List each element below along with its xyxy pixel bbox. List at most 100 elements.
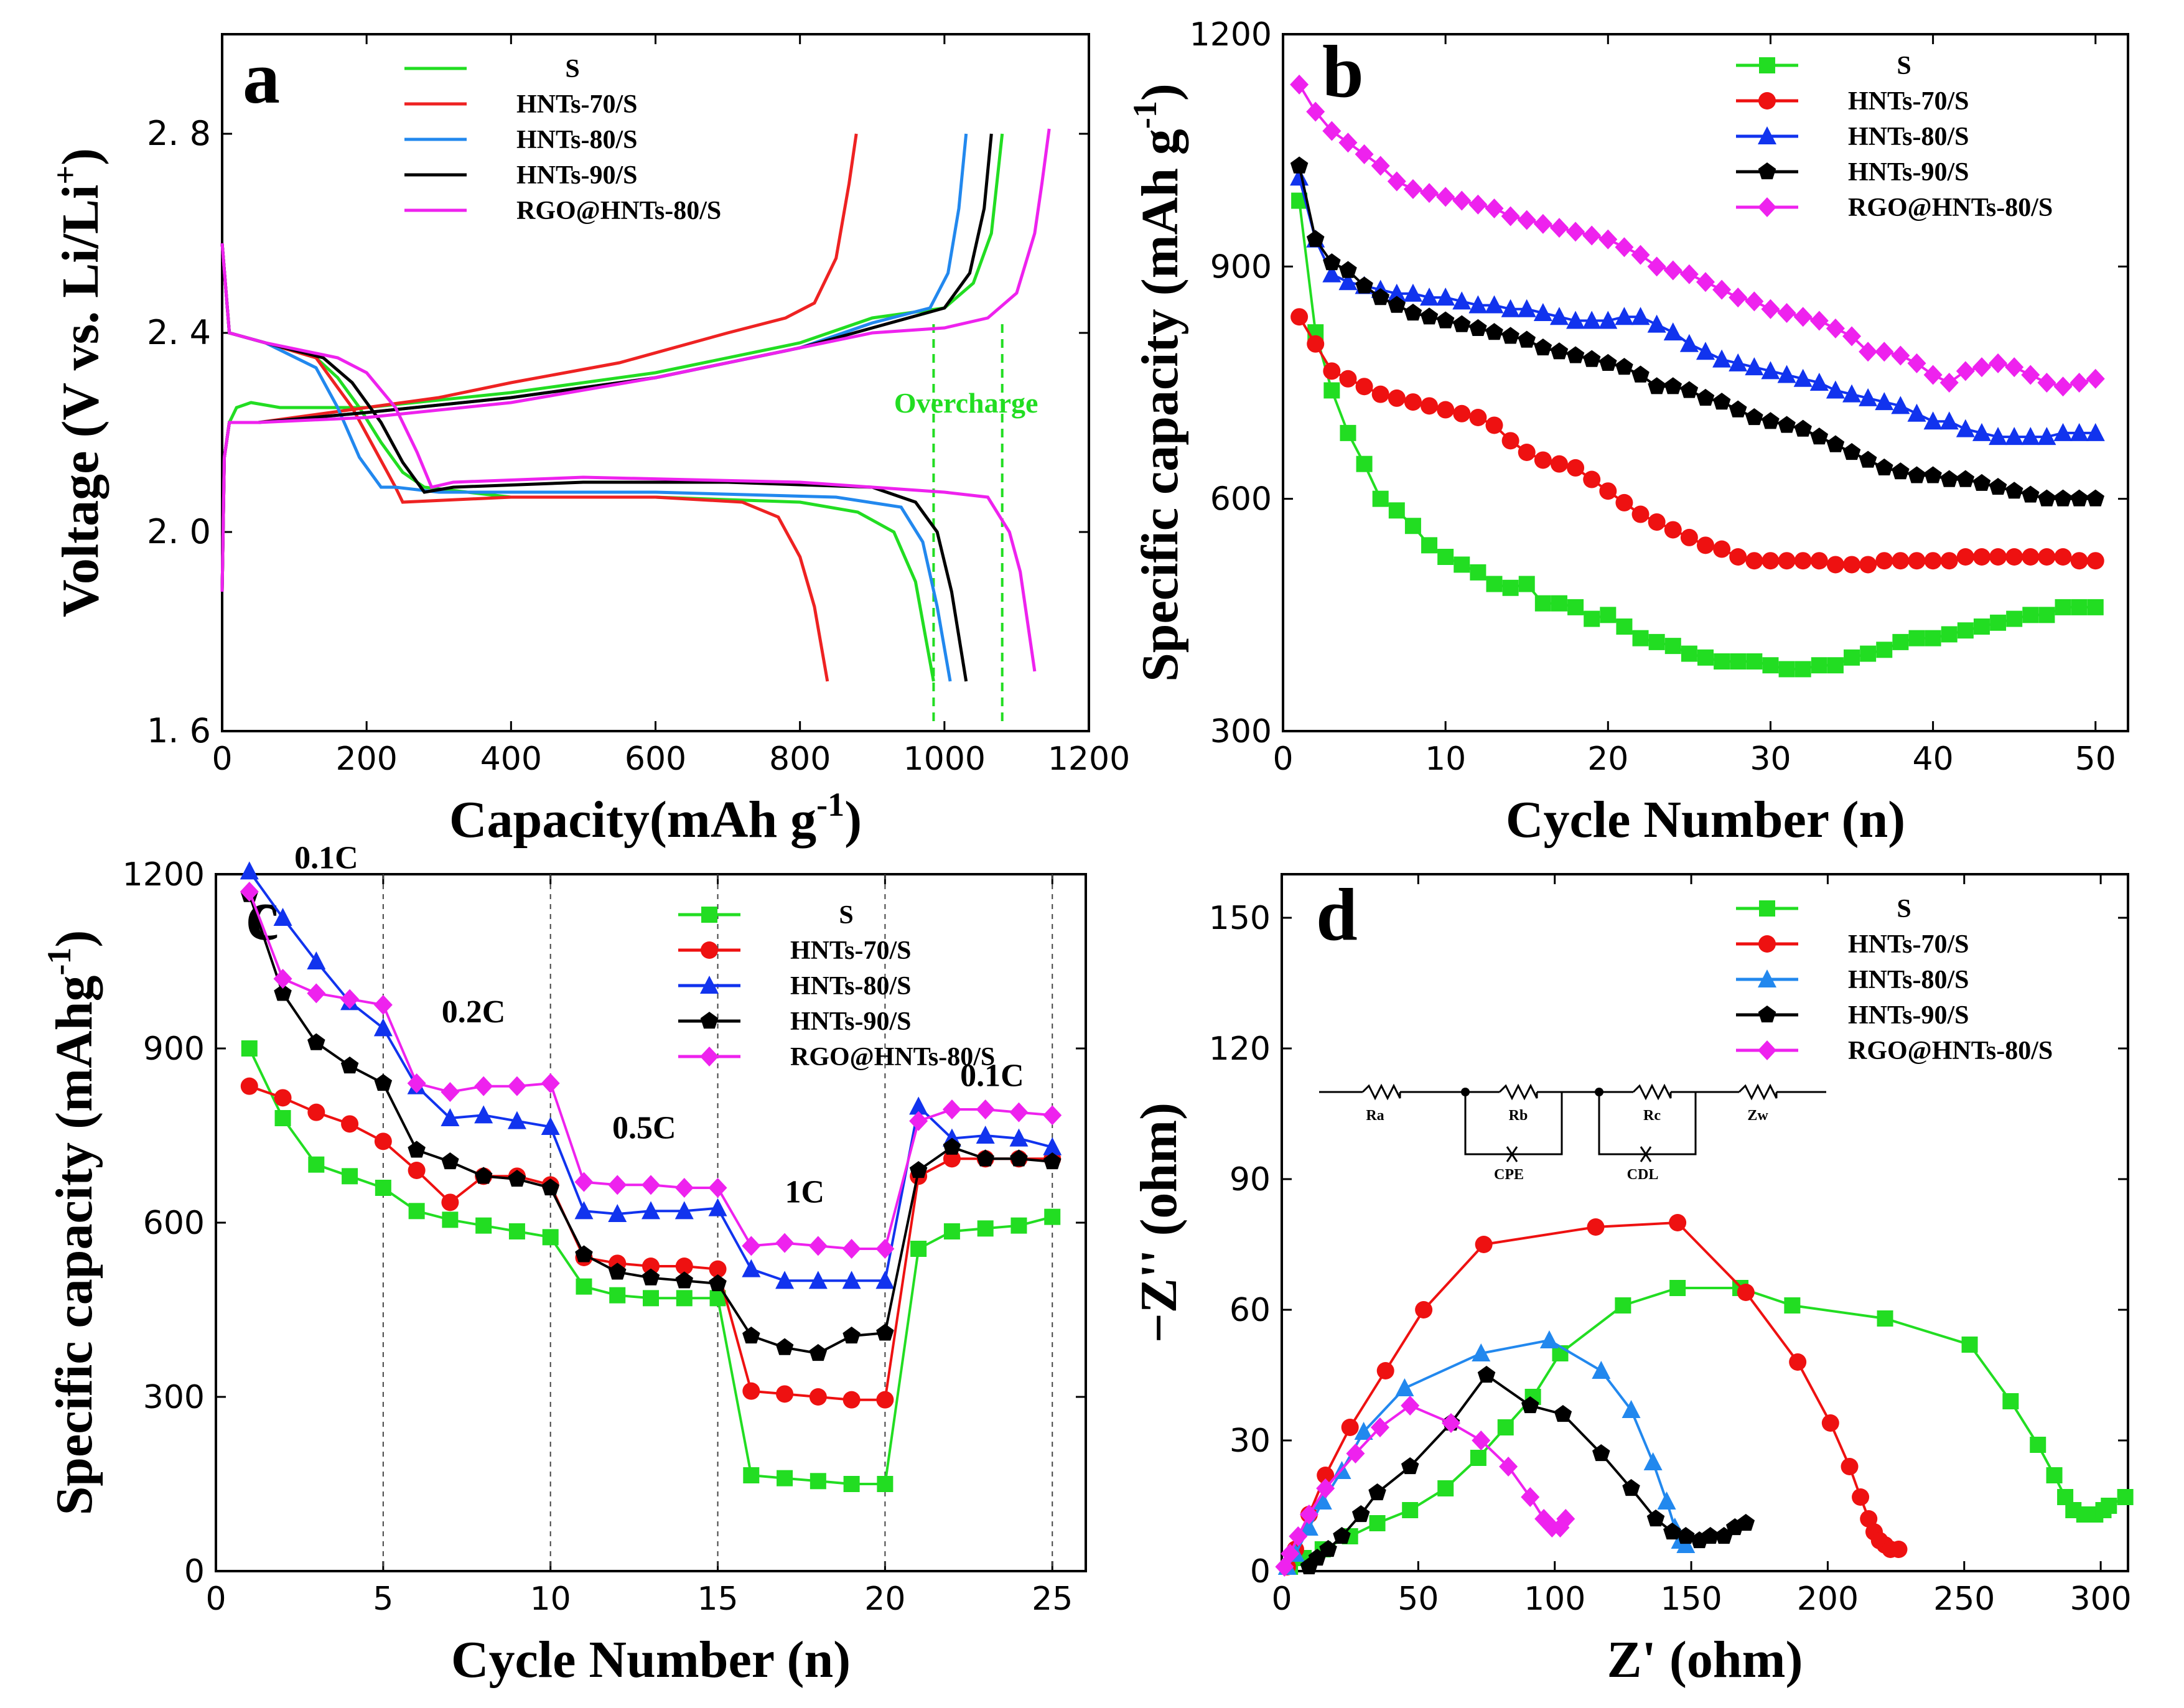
data-point [1551,595,1567,612]
overcharge-annotation: Overcharge [894,387,1038,419]
data-point [1762,657,1778,673]
data-point [2002,1393,2018,1409]
data-point [1567,599,1584,615]
x-tick-label: 200 [336,740,398,778]
data-point [810,1388,827,1406]
data-point [1415,1301,1432,1318]
data-point [1875,552,1893,569]
x-tick-label: 0 [1271,1580,1292,1618]
y-tick-label: 0 [1250,1553,1271,1590]
x-tick-label: 10 [530,1580,571,1618]
x-tick-label: 20 [1587,740,1628,778]
data-point [1811,657,1827,673]
y-axis-label: Specific capacity (mAhg-1) [40,930,103,1516]
x-tick-label: 300 [2070,1580,2131,1618]
data-point [1307,335,1324,353]
circuit-label: Zw [1747,1108,1768,1124]
data-point [1356,378,1373,395]
x-axis-label: Capacity(mAh g-1) [449,786,862,849]
legend-label: HNTs-80/S [790,972,912,1001]
data-point [1664,521,1682,538]
data-point [1762,552,1779,569]
panel-label: a [243,36,280,119]
data-point [1892,634,1908,650]
data-point [1794,552,1812,569]
x-tick-label: 250 [1933,1580,1995,1618]
legend-marker [1759,57,1775,73]
data-point [2005,548,2023,566]
circuit-label: CPE [1494,1167,1524,1183]
data-point [1892,552,1909,569]
data-point [876,1391,894,1409]
data-point [843,1391,861,1409]
x-tick-label: 50 [2075,740,2116,778]
data-point [308,1157,324,1173]
data-point [1827,657,1844,673]
x-tick-label: 0 [205,1580,226,1618]
data-point [776,1385,793,1402]
x-tick-label: 30 [1750,740,1791,778]
data-point [1795,661,1811,677]
data-point [1372,386,1389,403]
rate-label: 0.5C [612,1111,676,1146]
data-point [1648,513,1666,531]
y-axis-label: −Z'' (ohm) [1130,1103,1188,1343]
data-point [944,1223,960,1239]
data-point [509,1223,525,1239]
data-point [409,1203,425,1219]
data-point [1323,362,1340,380]
data-point [1990,615,2006,631]
data-point [2022,548,2039,566]
data-point [375,1180,391,1196]
x-tick-label: 1000 [903,740,986,778]
legend-label: S [565,55,579,83]
data-point [1841,1458,1859,1475]
y-tick-label: 300 [1210,713,1272,750]
data-point [1941,626,1958,642]
data-point [341,1115,358,1132]
data-point [1475,1236,1493,1253]
data-point [1958,622,1974,638]
data-point [1649,634,1665,650]
legend-marker [701,907,717,923]
data-point [1957,548,1974,566]
data-point [1044,1209,1060,1225]
y-tick-label: 2. 8 [147,114,211,153]
data-point [1567,459,1584,477]
data-point [274,1089,292,1106]
y-tick-label: 900 [143,1030,205,1068]
x-tick-label: 1200 [1048,740,1130,778]
data-point [1518,444,1536,461]
data-point [1503,580,1519,596]
data-point [441,1193,459,1211]
y-tick-label: 1200 [123,856,205,894]
y-tick-label: 600 [143,1205,205,1242]
data-point [1811,552,1828,569]
data-point [1535,595,1551,612]
data-point [1632,506,1650,523]
data-point [1615,494,1633,511]
data-point [1681,529,1698,546]
data-point [743,1467,759,1483]
data-point [676,1290,693,1306]
data-point [910,1241,926,1257]
data-point [1697,650,1714,666]
data-point [1989,548,2007,566]
rate-label: 0.1C [294,841,358,876]
rate-label: 1C [785,1174,825,1210]
data-point [609,1287,625,1304]
data-point [1389,502,1405,518]
x-tick-label: 0 [1272,740,1293,778]
x-tick-label: 5 [373,1580,393,1618]
data-point [1421,537,1437,553]
x-tick-label: 15 [697,1580,738,1618]
data-point [1737,1284,1755,1301]
data-point [1437,549,1454,565]
data-point [543,1229,559,1245]
data-point [1377,1362,1394,1379]
panel-label: d [1316,873,1358,956]
data-point [2055,599,2071,615]
data-point [643,1290,659,1306]
data-point [1502,432,1519,449]
data-point [1437,401,1454,419]
